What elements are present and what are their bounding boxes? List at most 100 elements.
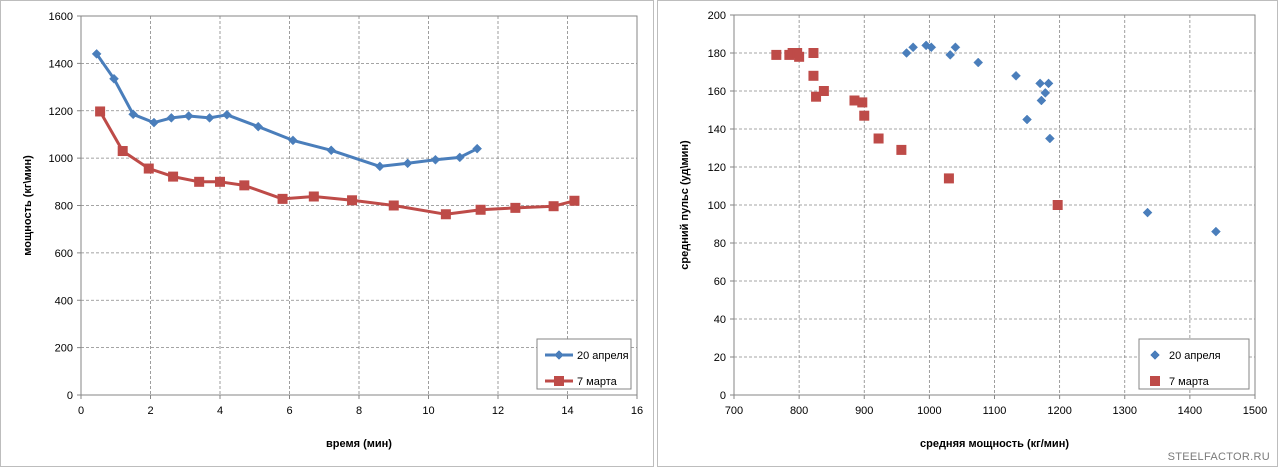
series-line [98, 110, 575, 216]
data-point [95, 106, 106, 117]
data-point [222, 109, 232, 120]
data-point [859, 110, 870, 121]
data-point [849, 95, 860, 106]
data-point [128, 109, 138, 120]
data-point [288, 135, 298, 146]
y-tick-label: 20 [714, 352, 726, 364]
data-point [857, 97, 868, 108]
watermark-text: STEELFACTOR.RU [1168, 451, 1270, 463]
data-point [326, 145, 337, 156]
data-point [794, 51, 805, 62]
data-point [1211, 226, 1221, 237]
data-point [1035, 78, 1045, 89]
data-point [388, 200, 399, 211]
x-tick-label: 1300 [1113, 405, 1137, 417]
data-point [168, 171, 179, 182]
data-point [149, 117, 159, 128]
x-tick-label: 900 [855, 405, 873, 417]
x-tick-label: 6 [286, 405, 292, 417]
data-point [1036, 95, 1047, 106]
data-point [896, 144, 907, 155]
data-point [472, 143, 483, 154]
y-tick-label: 160 [708, 86, 726, 98]
legend-label: 20 апреля [577, 350, 629, 362]
data-point [454, 152, 465, 163]
data-point [1022, 114, 1032, 125]
legend-marker [1150, 376, 1160, 386]
series-1 [91, 49, 483, 172]
data-point [873, 133, 884, 144]
y-tick-label: 100 [708, 200, 726, 212]
data-point [117, 146, 128, 157]
data-point [109, 73, 119, 84]
data-point [277, 193, 288, 204]
series-2 [771, 48, 1063, 210]
y-tick-label: 80 [714, 238, 726, 250]
data-point [510, 202, 521, 213]
series-2 [95, 106, 580, 220]
data-point [943, 173, 954, 184]
x-axis-title: время (мин) [326, 438, 392, 450]
legend-marker [1150, 350, 1160, 360]
y-tick-label: 200 [708, 10, 726, 22]
y-tick-label: 0 [720, 390, 726, 402]
y-tick-label: 60 [714, 276, 726, 288]
data-point [908, 42, 918, 53]
power-time-chart: 0 2 4 6 8 10 12 14 16 0 200 400 600 800 1000 1200 1400 16… [22, 11, 643, 450]
data-point [808, 48, 819, 58]
legend-label: 20 апреля [1169, 350, 1221, 362]
data-point [1142, 207, 1153, 218]
data-point [440, 209, 451, 220]
data-point [569, 195, 580, 206]
data-point [308, 191, 319, 202]
data-point [430, 154, 441, 165]
data-point [901, 48, 912, 58]
x-tick-label: 1000 [917, 405, 941, 417]
data-point [808, 70, 819, 81]
x-tick-label: 1200 [1047, 405, 1071, 417]
legend: 20 апреля 7 марта [536, 338, 632, 390]
x-axis-title: средняя мощность (кг/мин) [920, 438, 1069, 450]
data-point [771, 49, 782, 60]
data-point [253, 121, 264, 132]
data-point [215, 176, 225, 187]
data-point [91, 49, 102, 59]
series-line [95, 53, 478, 168]
y-tick-label: 180 [708, 48, 726, 60]
data-point [402, 158, 413, 169]
x-tick-label: 2 [147, 405, 153, 417]
y-axis-title: мощность (кг\мин) [22, 155, 34, 256]
line-chart-panel: 0 2 4 6 8 10 12 14 16 0 200 400 600 800 1000 1200 1400 16… [0, 0, 654, 467]
data-point [239, 180, 250, 191]
x-tick-label: 1500 [1243, 405, 1267, 417]
y-tick-label: 800 [55, 201, 73, 213]
data-point [1011, 70, 1021, 81]
x-tick-label: 0 [78, 405, 84, 417]
legend-label: 7 марта [1169, 376, 1210, 388]
x-tick-label: 1400 [1178, 405, 1202, 417]
data-point [1052, 200, 1063, 210]
data-point [204, 113, 215, 123]
y-tick-label: 120 [708, 162, 726, 174]
data-point [811, 91, 822, 102]
data-point [143, 163, 154, 174]
x-tick-label: 14 [561, 405, 573, 417]
y-tick-label: 200 [55, 343, 73, 355]
data-point [1043, 78, 1054, 89]
scatter-chart-panel: 700 800 900 1000 1100 1200 1300 1400 1500 0 20 40 60… [657, 0, 1278, 467]
y-tick-label: 40 [714, 314, 726, 326]
x-tick-label: 16 [631, 405, 643, 417]
data-point [166, 113, 177, 123]
y-tick-label: 1000 [49, 153, 73, 165]
data-point [374, 161, 385, 172]
legend: 20 апреля 7 марта [1138, 338, 1250, 390]
x-tick-label: 1100 [983, 405, 1007, 417]
data-point [926, 42, 937, 53]
y-tick-label: 600 [55, 248, 73, 260]
pulse-power-chart: 700 800 900 1000 1100 1200 1300 1400 1500 0 20 40 60… [679, 10, 1270, 463]
x-tick-label: 800 [790, 405, 808, 417]
data-point [347, 195, 358, 206]
y-axis-title: средний пульс (уд\мин) [679, 140, 691, 270]
data-point [1045, 133, 1055, 144]
